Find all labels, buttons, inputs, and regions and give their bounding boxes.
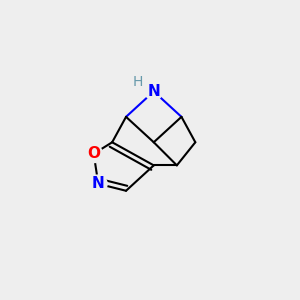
Circle shape: [145, 83, 163, 100]
Circle shape: [89, 175, 107, 193]
Text: N: N: [92, 176, 105, 191]
Text: N: N: [147, 84, 160, 99]
Text: H: H: [132, 75, 143, 89]
Text: O: O: [87, 146, 100, 161]
Circle shape: [129, 74, 146, 91]
Circle shape: [85, 145, 103, 163]
